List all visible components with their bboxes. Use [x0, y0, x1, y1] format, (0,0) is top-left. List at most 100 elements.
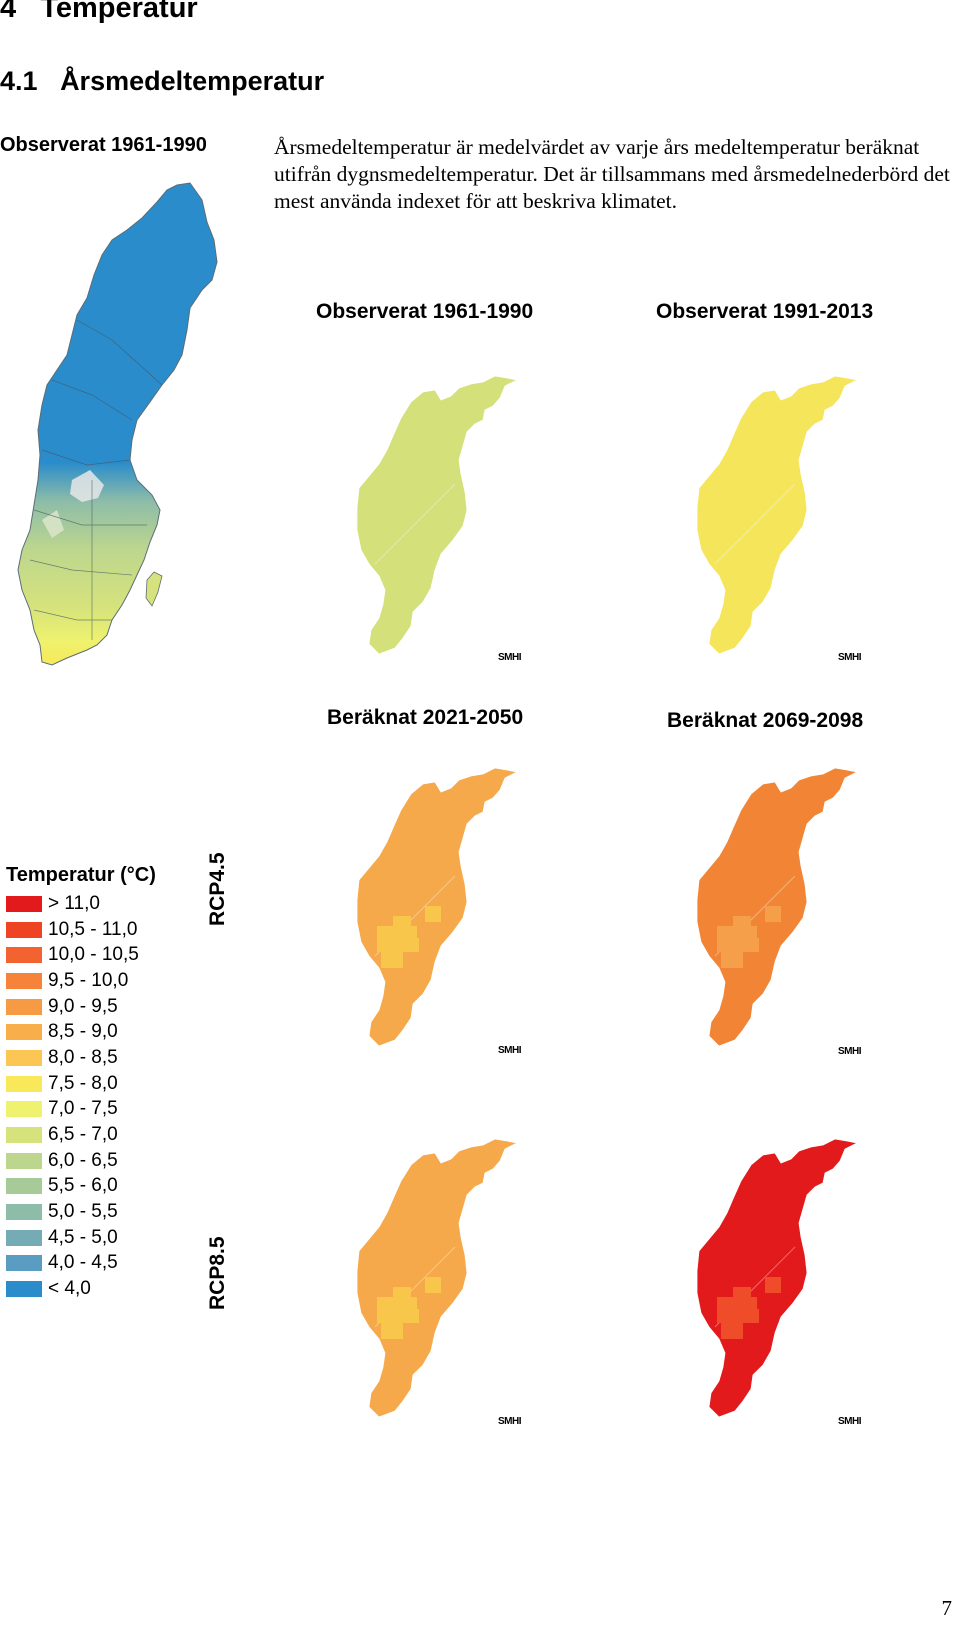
legend-item: 7,5 - 8,0	[6, 1071, 156, 1097]
chapter-title: Temperatur	[40, 0, 198, 24]
smhi-mark: SMHI	[838, 1046, 862, 1057]
legend-label: 7,5 - 8,0	[48, 1072, 118, 1094]
warm-patch	[425, 906, 441, 922]
warm-patch	[765, 906, 781, 922]
legend-swatch	[6, 947, 42, 964]
smhi-mark: SMHI	[498, 652, 522, 663]
legend-items: > 11,0 10,5 - 11,0 10,0 - 10,5 9,5 - 10,0 9,…	[6, 891, 156, 1302]
gotland-shape	[145, 571, 163, 607]
warm-patch	[733, 1287, 751, 1299]
rcp45-label: RCP4.5	[206, 852, 229, 926]
legend-item: 9,5 - 10,0	[6, 968, 156, 994]
legend-label: > 11,0	[48, 892, 100, 914]
warm-patch	[393, 1287, 411, 1299]
warm-patch	[765, 1277, 781, 1293]
legend-swatch	[6, 972, 42, 989]
warm-patch	[745, 1309, 759, 1323]
sweden-temperature-map	[17, 182, 218, 666]
warm-patch	[733, 916, 751, 928]
legend-label: 10,5 - 11,0	[48, 918, 138, 940]
legend-item: 6,0 - 6,5	[6, 1148, 156, 1174]
warm-patch	[721, 952, 743, 968]
legend-item: 8,0 - 8,5	[6, 1045, 156, 1071]
legend-title: Temperatur (°C)	[6, 864, 156, 886]
section-title: Årsmedeltemperatur	[60, 66, 325, 96]
gotland-shape	[356, 375, 519, 655]
legend-label: 5,0 - 5,5	[48, 1201, 118, 1223]
legend-swatch	[6, 1281, 42, 1298]
map-title-calc-2069: Beräknat 2069-2098	[667, 709, 864, 732]
gotland-map-rcp45-2021	[356, 767, 519, 1047]
warm-patch	[721, 1323, 743, 1339]
legend-item: < 4,0	[6, 1276, 156, 1302]
legend-swatch	[6, 1024, 42, 1041]
legend-item: 5,5 - 6,0	[6, 1174, 156, 1200]
warm-patch	[381, 952, 403, 968]
legend-swatch	[6, 895, 42, 912]
gotland-border-line	[714, 483, 796, 565]
gotland-map-rcp85-2021	[356, 1138, 519, 1418]
legend-swatch	[6, 1204, 42, 1221]
legend-swatch	[6, 1178, 42, 1195]
warm-patch	[405, 1309, 419, 1323]
map-title-obs-1961: Observerat 1961-1990	[316, 300, 534, 323]
smhi-mark: SMHI	[498, 1045, 522, 1056]
rcp85-label: RCP8.5	[206, 1236, 229, 1310]
legend-swatch	[6, 1101, 42, 1118]
legend-label: 4,5 - 5,0	[48, 1226, 118, 1248]
legend-item: 5,0 - 5,5	[6, 1199, 156, 1225]
legend-label: 8,5 - 9,0	[48, 1021, 118, 1043]
warm-patch	[425, 1277, 441, 1293]
section-number: 4.1	[0, 66, 38, 96]
gotland-map-obs-1991	[696, 375, 859, 655]
legend-label: 6,5 - 7,0	[48, 1124, 118, 1146]
warm-patch	[745, 938, 759, 952]
page-number: 7	[941, 1596, 953, 1620]
gotland-shape	[696, 375, 859, 655]
legend-label: 10,0 - 10,5	[48, 944, 139, 966]
warm-patch	[381, 1323, 403, 1339]
legend-label: 6,0 - 6,5	[48, 1149, 118, 1171]
sweden-shape	[17, 182, 218, 666]
map-title-calc-2021: Beräknat 2021-2050	[327, 706, 524, 729]
legend-item: 4,0 - 4,5	[6, 1251, 156, 1277]
legend-swatch	[6, 1049, 42, 1066]
legend-item: 6,5 - 7,0	[6, 1122, 156, 1148]
legend-item: 4,5 - 5,0	[6, 1225, 156, 1251]
chapter-number: 4	[0, 0, 17, 24]
legend-swatch	[6, 1152, 42, 1169]
legend-swatch	[6, 1127, 42, 1144]
legend-swatch	[6, 1075, 42, 1092]
smhi-mark: SMHI	[838, 1416, 862, 1427]
legend-label: < 4,0	[48, 1278, 91, 1300]
gotland-map-obs-1961	[356, 375, 519, 655]
legend-item: 10,0 - 10,5	[6, 942, 156, 968]
legend-swatch	[6, 1255, 42, 1272]
legend-item: 10,5 - 11,0	[6, 917, 156, 943]
legend-item: 7,0 - 7,5	[6, 1097, 156, 1123]
legend-label: 9,0 - 9,5	[48, 995, 118, 1017]
legend-item: 8,5 - 9,0	[6, 1019, 156, 1045]
legend-label: 4,0 - 4,5	[48, 1252, 118, 1274]
legend-item: 9,0 - 9,5	[6, 994, 156, 1020]
gotland-border-line	[374, 483, 456, 565]
legend-swatch	[6, 1229, 42, 1246]
temperature-legend: Temperatur (°C) > 11,0 10,5 - 11,0 10,0 - …	[6, 864, 156, 1302]
chapter-heading: 4 Temperatur	[0, 0, 198, 25]
map-title-obs-1991: Observerat 1991-2013	[656, 300, 874, 323]
legend-label: 5,5 - 6,0	[48, 1175, 118, 1197]
smhi-mark: SMHI	[838, 652, 862, 663]
legend-label: 7,0 - 7,5	[48, 1098, 118, 1120]
legend-swatch	[6, 921, 42, 938]
sweden-map-label: Observerat 1961-1990	[0, 134, 207, 156]
gotland-map-rcp45-2069	[696, 767, 859, 1047]
warm-patch	[393, 916, 411, 928]
legend-swatch	[6, 998, 42, 1015]
legend-item: > 11,0	[6, 891, 156, 917]
legend-label: 8,0 - 8,5	[48, 1046, 118, 1068]
legend-label: 9,5 - 10,0	[48, 969, 129, 991]
smhi-mark: SMHI	[498, 1416, 522, 1427]
gotland-map-rcp85-2069	[696, 1138, 859, 1418]
section-heading: 4.1 Årsmedeltemperatur	[0, 66, 324, 97]
intro-paragraph: Årsmedeltemperatur är medelvärdet av var…	[274, 135, 950, 213]
